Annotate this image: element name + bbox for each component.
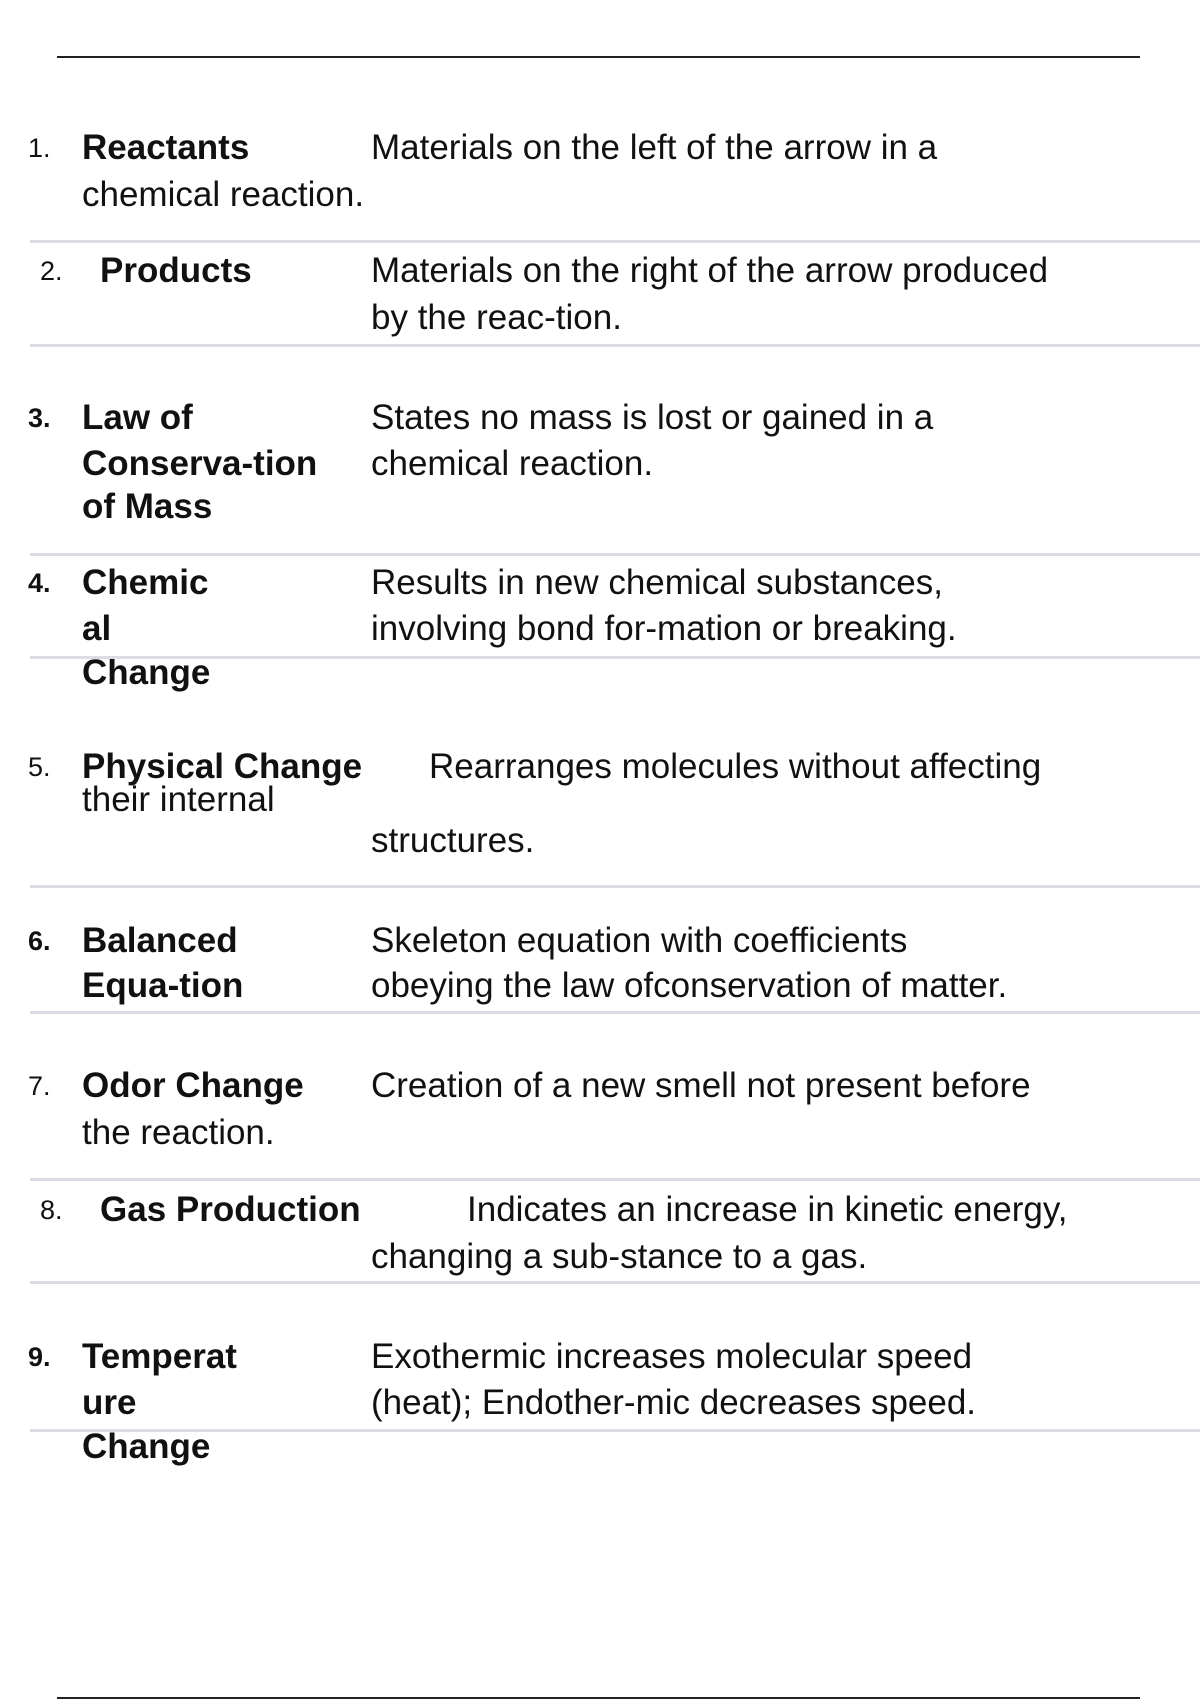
definition-text: States no mass is lost or gained in a	[371, 398, 934, 437]
item-number: 1.	[28, 133, 51, 163]
item-number: 9.	[28, 1342, 51, 1372]
definition-text: involving bond for-mation or breaking.	[371, 609, 957, 648]
definition-text: Indicates an increase in kinetic energy,	[467, 1190, 1068, 1229]
item-number: 8.	[40, 1195, 63, 1225]
item-number: 4.	[28, 568, 51, 598]
definition-text: Exothermic increases molecular speed	[371, 1337, 973, 1376]
definition-text: Creation of a new smell not present befo…	[371, 1066, 1031, 1105]
definition-text: structures.	[371, 821, 535, 860]
item-number: 7.	[28, 1071, 51, 1101]
term-text: Balanced	[82, 921, 238, 960]
row-separator	[30, 656, 1200, 659]
definition-text: their internal	[82, 780, 275, 819]
row-separator	[30, 1178, 1200, 1181]
definition-text: Skeleton equation with coefficients	[371, 921, 908, 960]
definition-text: by the reac-tion.	[371, 298, 622, 337]
term-text: Chemic	[82, 563, 209, 602]
definition-text: changing a sub-stance to a gas.	[371, 1237, 868, 1276]
item-number: 5.	[28, 752, 51, 782]
row-separator	[30, 240, 1200, 243]
definition-text: chemical reaction.	[371, 444, 654, 483]
item-number: 3.	[28, 403, 51, 433]
definition-text: the reaction.	[82, 1113, 275, 1152]
definition-text: Materials on the right of the arrow prod…	[371, 251, 1049, 290]
term-text: Products	[100, 251, 252, 290]
term-text: Physical Change	[82, 747, 363, 786]
term-text: Conserva-tion	[82, 444, 318, 483]
definition-text: Materials on the left of the arrow in a	[371, 128, 938, 167]
row-separator	[30, 1011, 1200, 1014]
term-text: Temperat	[82, 1337, 237, 1376]
row-separator	[30, 553, 1200, 556]
term-text: Reactants	[82, 128, 250, 167]
term-text: Change	[82, 653, 211, 692]
row-separator	[30, 1429, 1200, 1432]
definition-text: Results in new chemical substances,	[371, 563, 943, 602]
term-text: of Mass	[82, 487, 213, 526]
definition-text: chemical reaction.	[82, 175, 365, 214]
definition-text: obeying the law ofconservation of matter…	[371, 966, 1008, 1005]
bottom-rule	[57, 1697, 1140, 1699]
term-text: Gas Production	[100, 1190, 361, 1229]
top-rule	[57, 56, 1140, 58]
row-separator	[30, 885, 1200, 888]
item-number: 6.	[28, 926, 51, 956]
term-text: Change	[82, 1427, 211, 1466]
row-separator	[30, 1281, 1200, 1284]
term-text: Law of	[82, 398, 193, 437]
term-text: Odor Change	[82, 1066, 304, 1105]
item-number: 2.	[40, 256, 63, 286]
term-text: Equa-tion	[82, 966, 244, 1005]
row-separator	[30, 344, 1200, 347]
term-text: al	[82, 609, 112, 648]
definition-text: Rearranges molecules without affecting	[429, 747, 1042, 786]
definition-text: (heat); Endother-mic decreases speed.	[371, 1383, 977, 1422]
term-text: ure	[82, 1383, 137, 1422]
